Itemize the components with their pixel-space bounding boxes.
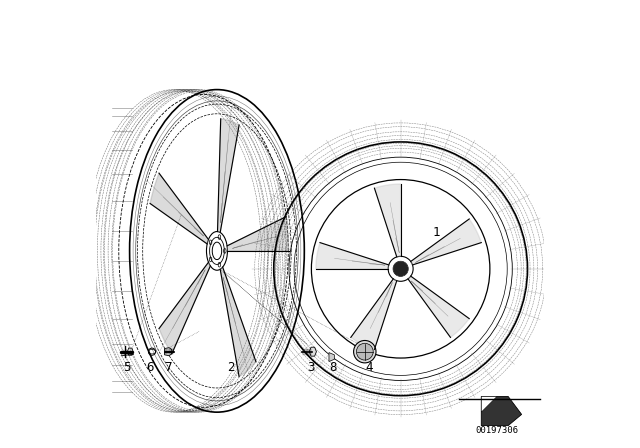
Polygon shape (411, 219, 481, 265)
Polygon shape (150, 173, 209, 244)
Polygon shape (329, 353, 334, 362)
Polygon shape (481, 396, 522, 426)
Polygon shape (408, 276, 469, 337)
Text: 5: 5 (124, 361, 131, 374)
Polygon shape (309, 347, 316, 356)
Text: 3: 3 (307, 361, 315, 374)
Polygon shape (481, 396, 497, 412)
Circle shape (394, 262, 408, 276)
Text: 1: 1 (433, 226, 440, 240)
Text: 6: 6 (146, 361, 154, 374)
Text: 2: 2 (227, 361, 234, 374)
Polygon shape (351, 279, 397, 349)
Polygon shape (218, 119, 239, 233)
Circle shape (356, 343, 373, 360)
Polygon shape (227, 217, 289, 251)
Text: 7: 7 (164, 361, 172, 374)
Polygon shape (164, 348, 172, 356)
Polygon shape (159, 262, 211, 353)
Polygon shape (220, 267, 256, 377)
Text: 4: 4 (365, 361, 373, 374)
Polygon shape (316, 243, 388, 269)
Circle shape (354, 340, 376, 363)
Polygon shape (374, 184, 401, 257)
Text: 00197306: 00197306 (476, 426, 518, 435)
Text: 8: 8 (330, 361, 337, 374)
